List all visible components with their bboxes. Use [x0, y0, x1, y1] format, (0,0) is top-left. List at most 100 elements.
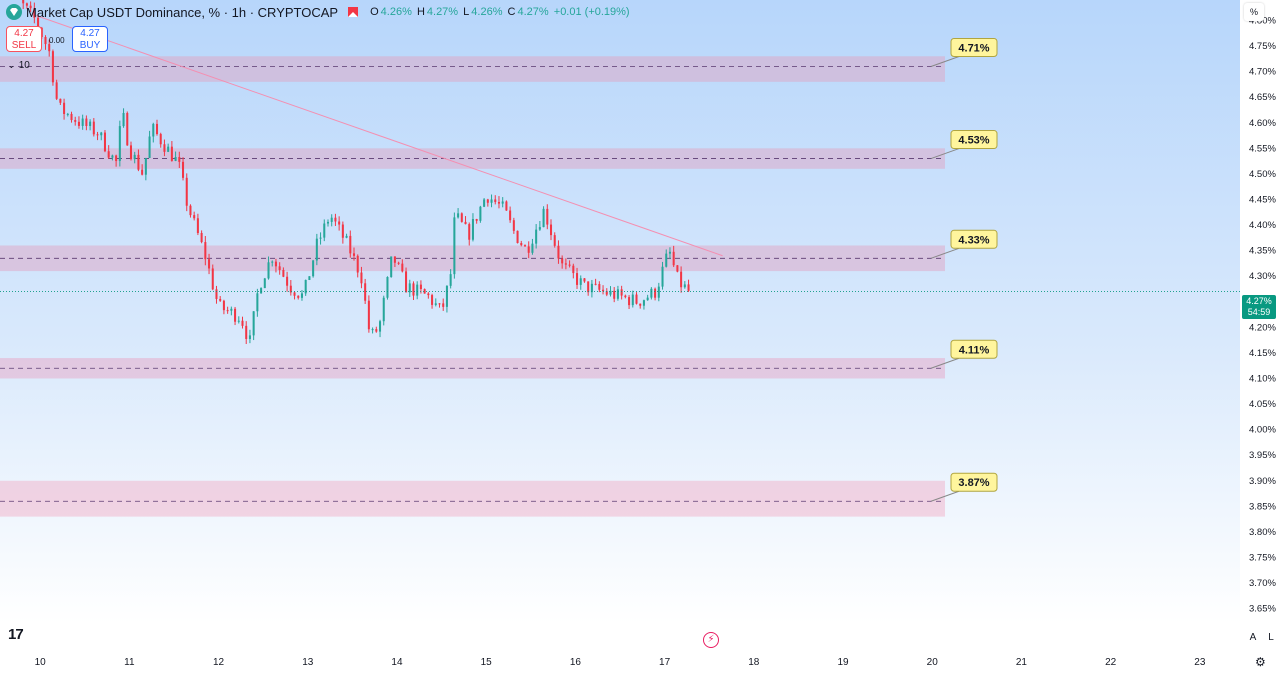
candle-body: [37, 17, 40, 28]
callout-box: [950, 130, 998, 150]
candle-body: [668, 251, 671, 254]
zone-band: [0, 480, 945, 517]
candle-body: [182, 161, 185, 178]
y-tick-label: 4.00%: [1249, 425, 1276, 436]
callout-pointer: [930, 148, 960, 160]
callout-label: 4.11%: [959, 344, 990, 356]
candle-body: [263, 278, 266, 289]
buy-button[interactable]: 4.27 BUY: [72, 26, 108, 52]
x-tick-label: 14: [391, 657, 403, 668]
y-tick-label: 4.30%: [1249, 271, 1276, 282]
candle-body: [215, 289, 218, 299]
candle-body: [657, 286, 660, 298]
candle-body: [74, 120, 77, 122]
trendline-layer: [35, 14, 723, 257]
sell-price: 4.27: [14, 28, 34, 39]
candle-body: [661, 266, 664, 287]
percent-scale-button[interactable]: %: [1244, 3, 1264, 21]
candle-body: [509, 210, 512, 221]
candle-body: [185, 177, 188, 206]
candle-body: [483, 199, 486, 207]
callout-label: 4.71%: [958, 42, 989, 54]
candle-body: [85, 118, 88, 126]
candle-body: [408, 283, 411, 293]
callout-box: [950, 37, 998, 57]
candle-body: [442, 303, 445, 307]
candle-body: [326, 221, 330, 224]
x-tick-label: 17: [659, 657, 671, 668]
candle-body: [315, 238, 318, 261]
candle-body: [523, 245, 527, 247]
candle-body: [267, 262, 270, 279]
time-axis[interactable]: 10 11 12 13 14 15 16 17 18 19 20 21 22 23: [35, 657, 1206, 668]
candle-body: [103, 132, 106, 152]
candle-body: [613, 290, 616, 299]
candle-body: [271, 261, 274, 263]
y-tick-label: 3.90%: [1249, 476, 1276, 487]
candle-body: [665, 253, 668, 267]
candle-body: [352, 253, 356, 256]
candle-body: [631, 294, 634, 306]
candle-body: [129, 145, 133, 160]
candle-body: [512, 220, 515, 231]
candle-body: [587, 281, 590, 293]
x-tick-label: 19: [837, 657, 849, 668]
gear-icon[interactable]: ⚙: [1255, 655, 1266, 669]
candle-body: [609, 290, 612, 295]
candle-body: [419, 284, 422, 290]
candle-body: [274, 261, 277, 267]
candle-body: [438, 303, 441, 305]
candle-body: [568, 264, 571, 266]
candle-body: [535, 229, 538, 244]
candle-body: [687, 284, 690, 291]
candle-body: [616, 289, 619, 299]
candle-body: [241, 320, 244, 326]
log-scale-button[interactable]: L: [1264, 631, 1278, 645]
candle-body: [48, 44, 51, 52]
indicator-collapse-toggle[interactable]: ⌄ 10: [8, 60, 30, 71]
candle-body: [260, 288, 263, 294]
candle-body: [490, 199, 493, 203]
lightning-icon[interactable]: ⚡: [703, 632, 719, 648]
close-value: 4.27%: [517, 6, 549, 18]
auto-scale-button[interactable]: A: [1246, 631, 1260, 645]
candle-body: [557, 245, 560, 259]
callout-label: 3.87%: [958, 477, 989, 489]
candle-body: [245, 325, 248, 339]
candle-body: [338, 221, 341, 225]
trendline: [35, 14, 723, 257]
candle-body: [654, 288, 657, 298]
candle-body: [289, 285, 292, 293]
candle-body: [293, 292, 296, 296]
support-resistance-zones: [0, 56, 945, 517]
candle-body: [196, 218, 199, 233]
y-tick-label: 4.80%: [1249, 15, 1276, 26]
candle-body: [312, 260, 315, 277]
candle-body: [382, 297, 385, 322]
candle-body: [89, 121, 92, 126]
candle-body: [642, 300, 645, 306]
candle-body: [572, 265, 575, 274]
sell-button[interactable]: 4.27 SELL: [6, 26, 42, 52]
candle-body: [330, 217, 333, 222]
symbol-title[interactable]: Market Cap USDT Dominance, % · 1h · CRYP…: [26, 4, 339, 20]
flag-icon[interactable]: [348, 7, 359, 17]
x-tick-label: 16: [570, 657, 582, 668]
chevron-down-icon: ⌄: [8, 61, 15, 70]
candle-body: [55, 82, 58, 99]
candle-body: [122, 112, 125, 127]
y-tick-label: 3.95%: [1249, 450, 1276, 461]
candle-body: [107, 151, 110, 158]
candle-body: [323, 223, 326, 238]
candle-body: [70, 113, 73, 121]
candle-body: [304, 279, 307, 294]
candle-body: [486, 199, 489, 203]
candle-body: [672, 251, 675, 266]
tradingview-logo-icon[interactable]: 17: [8, 626, 24, 643]
candle-body: [468, 224, 471, 240]
y-tick-label: 3.80%: [1249, 527, 1276, 538]
candle-body: [252, 311, 255, 336]
candle-body: [115, 155, 118, 162]
